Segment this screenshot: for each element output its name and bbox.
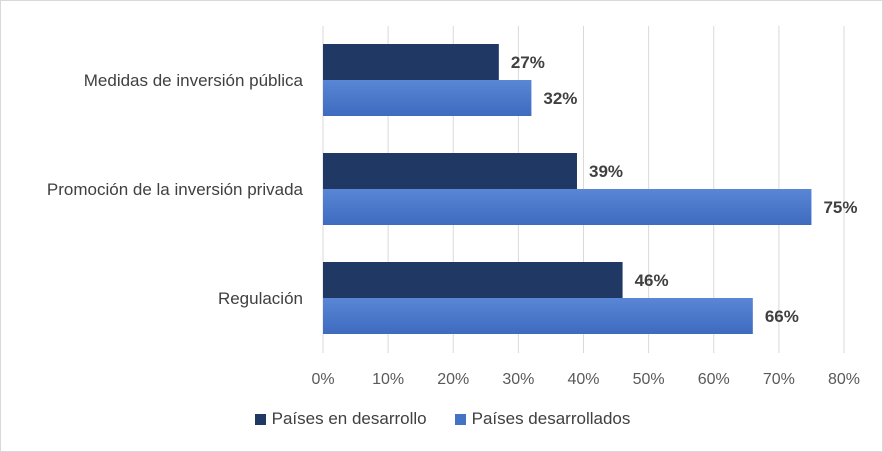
bar-chart: 27% 32% 39% 75% 46% 66% Medidas de inversión … xyxy=(47,26,860,388)
x-tick-label-8: 80% xyxy=(828,371,860,388)
x-tick-labels: 0% 10% 20% 30% 40% 50% 60% 70% 80% xyxy=(311,371,860,388)
category-label-1: Promoción de la inversión privada xyxy=(47,180,304,199)
category-label-0: Medidas de inversión pública xyxy=(84,71,304,90)
legend-item-series-1: Países en desarrollo xyxy=(254,409,427,429)
bar-series-1-2 xyxy=(323,262,623,298)
data-label-series-1-0: 27% xyxy=(511,53,545,72)
x-tick-label-0: 0% xyxy=(311,371,334,388)
bar-series-1-1 xyxy=(323,153,577,189)
bar-series-2-1 xyxy=(323,189,812,225)
legend-swatch-series-1 xyxy=(254,413,266,425)
data-labels: 27% 32% 39% 75% 46% 66% xyxy=(511,53,858,326)
x-tick-label-4: 40% xyxy=(567,371,599,388)
bar-series-1-0 xyxy=(323,44,499,80)
legend-swatch-series-2 xyxy=(454,413,466,425)
x-tick-label-2: 20% xyxy=(437,371,469,388)
x-tick-label-7: 70% xyxy=(763,371,795,388)
bar-series-2-2 xyxy=(323,298,753,334)
legend-label-series-1: Países en desarrollo xyxy=(271,409,427,428)
legend-item-series-2: Países desarrollados xyxy=(454,409,631,429)
x-tick-label-5: 50% xyxy=(633,371,665,388)
data-label-series-2-1: 75% xyxy=(823,198,857,217)
category-label-2: Regulación xyxy=(218,289,303,308)
x-tick-label-3: 30% xyxy=(502,371,534,388)
category-labels: Medidas de inversión pública Promoción de… xyxy=(47,71,304,308)
data-label-series-2-0: 32% xyxy=(543,89,577,108)
data-label-series-1-1: 39% xyxy=(589,162,623,181)
bars-group xyxy=(323,44,812,334)
data-label-series-1-2: 46% xyxy=(635,271,669,290)
legend-label-series-2: Países desarrollados xyxy=(471,409,631,428)
legend: Países en desarrollo Países desarrollado… xyxy=(1,409,883,429)
bar-series-2-0 xyxy=(323,80,532,116)
x-tick-label-1: 10% xyxy=(372,371,404,388)
data-label-series-2-2: 66% xyxy=(765,307,799,326)
x-tick-label-6: 60% xyxy=(698,371,730,388)
